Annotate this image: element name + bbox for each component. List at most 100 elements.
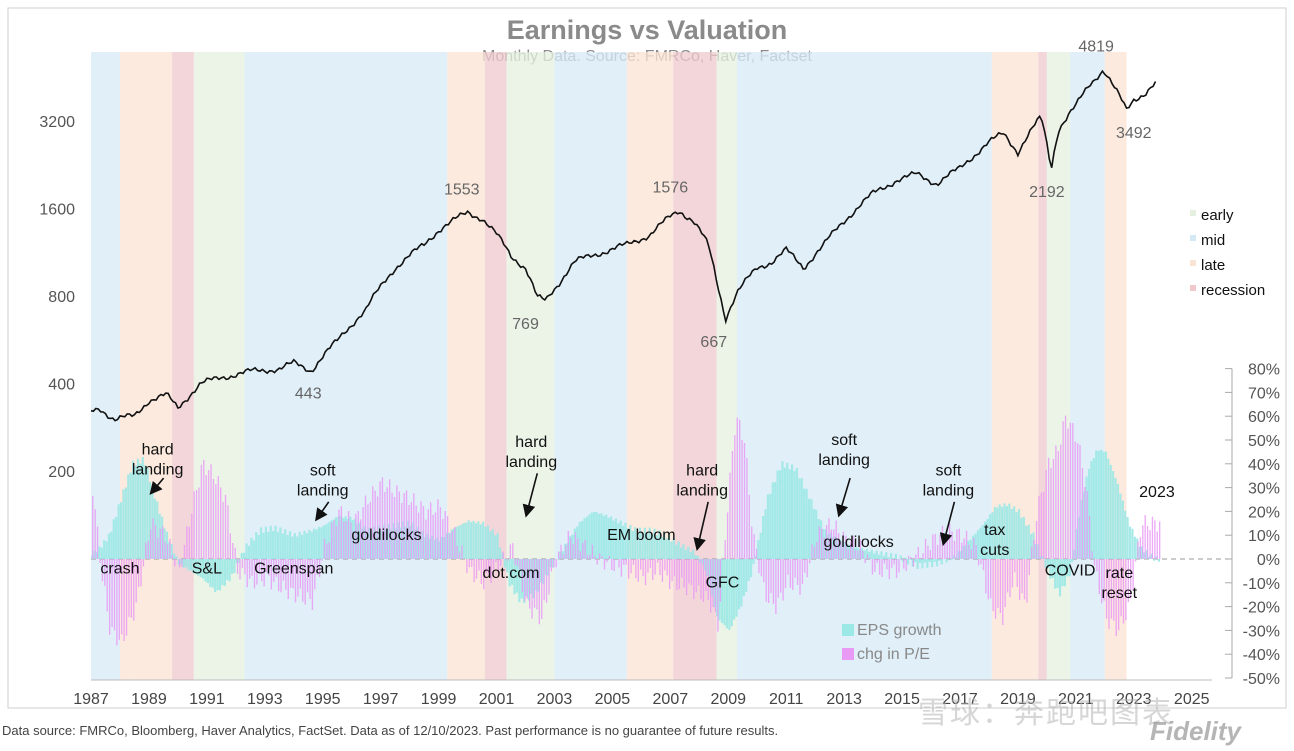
- eps-growth-bar: [228, 559, 231, 582]
- pe-change-bar: [1014, 559, 1016, 573]
- eps-growth-bar: [998, 504, 1001, 559]
- eps-growth-bar: [221, 559, 224, 586]
- eps-growth-bar: [807, 498, 811, 559]
- pe-change-bar: [557, 551, 560, 559]
- pe-change-bar: [656, 559, 659, 563]
- eps-growth-bar: [935, 559, 939, 567]
- x-axis-tick-label: 2009: [710, 691, 746, 708]
- pe-change-bar: [572, 543, 574, 559]
- pe-change-bar: [874, 559, 876, 572]
- pe-change-bar: [174, 559, 176, 567]
- pe-change-bar: [647, 559, 649, 573]
- pe-change-bar: [463, 558, 466, 559]
- pe-change-bar: [425, 519, 427, 559]
- pe-change-bar: [386, 487, 388, 559]
- pe-change-bar: [246, 559, 248, 588]
- pe-change-bar: [420, 501, 422, 559]
- pe-change-bar: [649, 559, 652, 568]
- pe-change-bar: [1127, 559, 1129, 603]
- eps-growth-bar: [1054, 559, 1057, 589]
- pe-change-bar: [150, 529, 152, 559]
- pe-change-bar: [338, 509, 340, 559]
- pe-change-bar: [825, 525, 828, 559]
- pe-change-bar: [898, 559, 900, 573]
- eps-growth-bar: [723, 559, 726, 626]
- pe-change-bar: [949, 523, 951, 559]
- pe-change-bar: [369, 501, 372, 559]
- pe-change-bar: [398, 491, 400, 559]
- legend-pe-label: chg in P/E: [857, 646, 930, 663]
- x-axis-tick-label: 2021: [1058, 691, 1094, 708]
- pe-change-bar: [318, 559, 321, 577]
- price-annotation: 4819: [1078, 38, 1114, 55]
- pe-change-bar: [907, 555, 910, 559]
- eps-growth-bar: [288, 531, 292, 559]
- pe-change-bar: [784, 559, 787, 589]
- pe-change-bar: [1016, 559, 1018, 587]
- pe-change-bar: [941, 525, 944, 559]
- pe-change-bar: [775, 559, 777, 614]
- eps-growth-bar: [607, 517, 610, 559]
- pe-change-bar: [980, 559, 982, 565]
- x-axis-tick-label: 1997: [363, 691, 399, 708]
- pe-change-bar: [606, 559, 608, 563]
- pe-change-bar: [748, 494, 750, 559]
- eps-growth-bar: [588, 514, 591, 559]
- eps-growth-bar: [139, 463, 142, 559]
- pe-change-bar: [188, 526, 190, 559]
- eps-growth-bar: [110, 531, 113, 559]
- eps-growth-bar: [634, 527, 637, 559]
- pe-change-bar: [437, 499, 439, 559]
- eps-growth-bar: [320, 527, 323, 559]
- eps-growth-bar: [976, 530, 980, 559]
- pe-change-bar: [985, 559, 987, 594]
- eps-growth-bar: [798, 478, 801, 559]
- pe-change-bar: [673, 559, 676, 577]
- pe-change-bar: [1045, 469, 1047, 559]
- pe-change-bar: [751, 526, 753, 559]
- eps-growth-bar: [783, 467, 786, 559]
- pe-change-bar: [1040, 492, 1043, 559]
- pe-change-bar: [541, 559, 543, 620]
- pe-change-bar: [845, 535, 847, 559]
- pe-change-bar: [299, 559, 302, 589]
- pe-change-bar: [553, 559, 555, 568]
- eps-growth-bar: [1071, 559, 1074, 563]
- pe-change-bar: [304, 559, 306, 605]
- eps-growth-bar: [749, 559, 753, 578]
- eps-growth-bar: [670, 541, 673, 559]
- pe-change-bar: [340, 506, 343, 559]
- pe-change-bar: [413, 493, 415, 559]
- eps-growth-bar: [1020, 517, 1023, 559]
- eps-growth-bar: [1005, 506, 1009, 559]
- eps-growth-bar: [865, 549, 869, 559]
- eps-growth-bar: [124, 487, 127, 559]
- right-axis-tick-label: 80%: [1248, 362, 1280, 379]
- eps-growth-bar: [646, 533, 649, 559]
- pe-change-bar: [866, 554, 869, 559]
- eps-growth-bar: [778, 470, 782, 559]
- eps-growth-bar: [969, 539, 972, 559]
- eps-growth-bar: [303, 530, 306, 559]
- watermark-text: 雪球：奔跑吧图表: [918, 696, 1174, 731]
- eps-growth-bar: [100, 547, 103, 559]
- eps-growth-bar: [764, 509, 767, 559]
- pe-change-bar: [1120, 559, 1122, 617]
- eps-growth-bar: [1042, 556, 1045, 559]
- pe-change-bar: [956, 529, 958, 559]
- eps-growth-bar: [462, 523, 465, 559]
- pe-change-bar: [195, 489, 198, 559]
- pe-change-bar: [710, 559, 712, 613]
- pe-change-bar: [331, 522, 333, 559]
- pe-change-bar: [611, 559, 613, 570]
- pe-change-bar: [1043, 491, 1045, 559]
- pe-change-bar: [1101, 559, 1103, 604]
- pe-change-bar: [376, 496, 379, 559]
- pe-change-bar: [473, 559, 475, 583]
- pe-change-bar: [787, 559, 789, 575]
- pe-change-bar: [997, 559, 999, 608]
- legend-eps-label: EPS growth: [857, 622, 941, 639]
- eps-growth-bar: [675, 544, 678, 559]
- pe-change-bar: [379, 481, 381, 559]
- pe-change-bar: [1047, 457, 1050, 559]
